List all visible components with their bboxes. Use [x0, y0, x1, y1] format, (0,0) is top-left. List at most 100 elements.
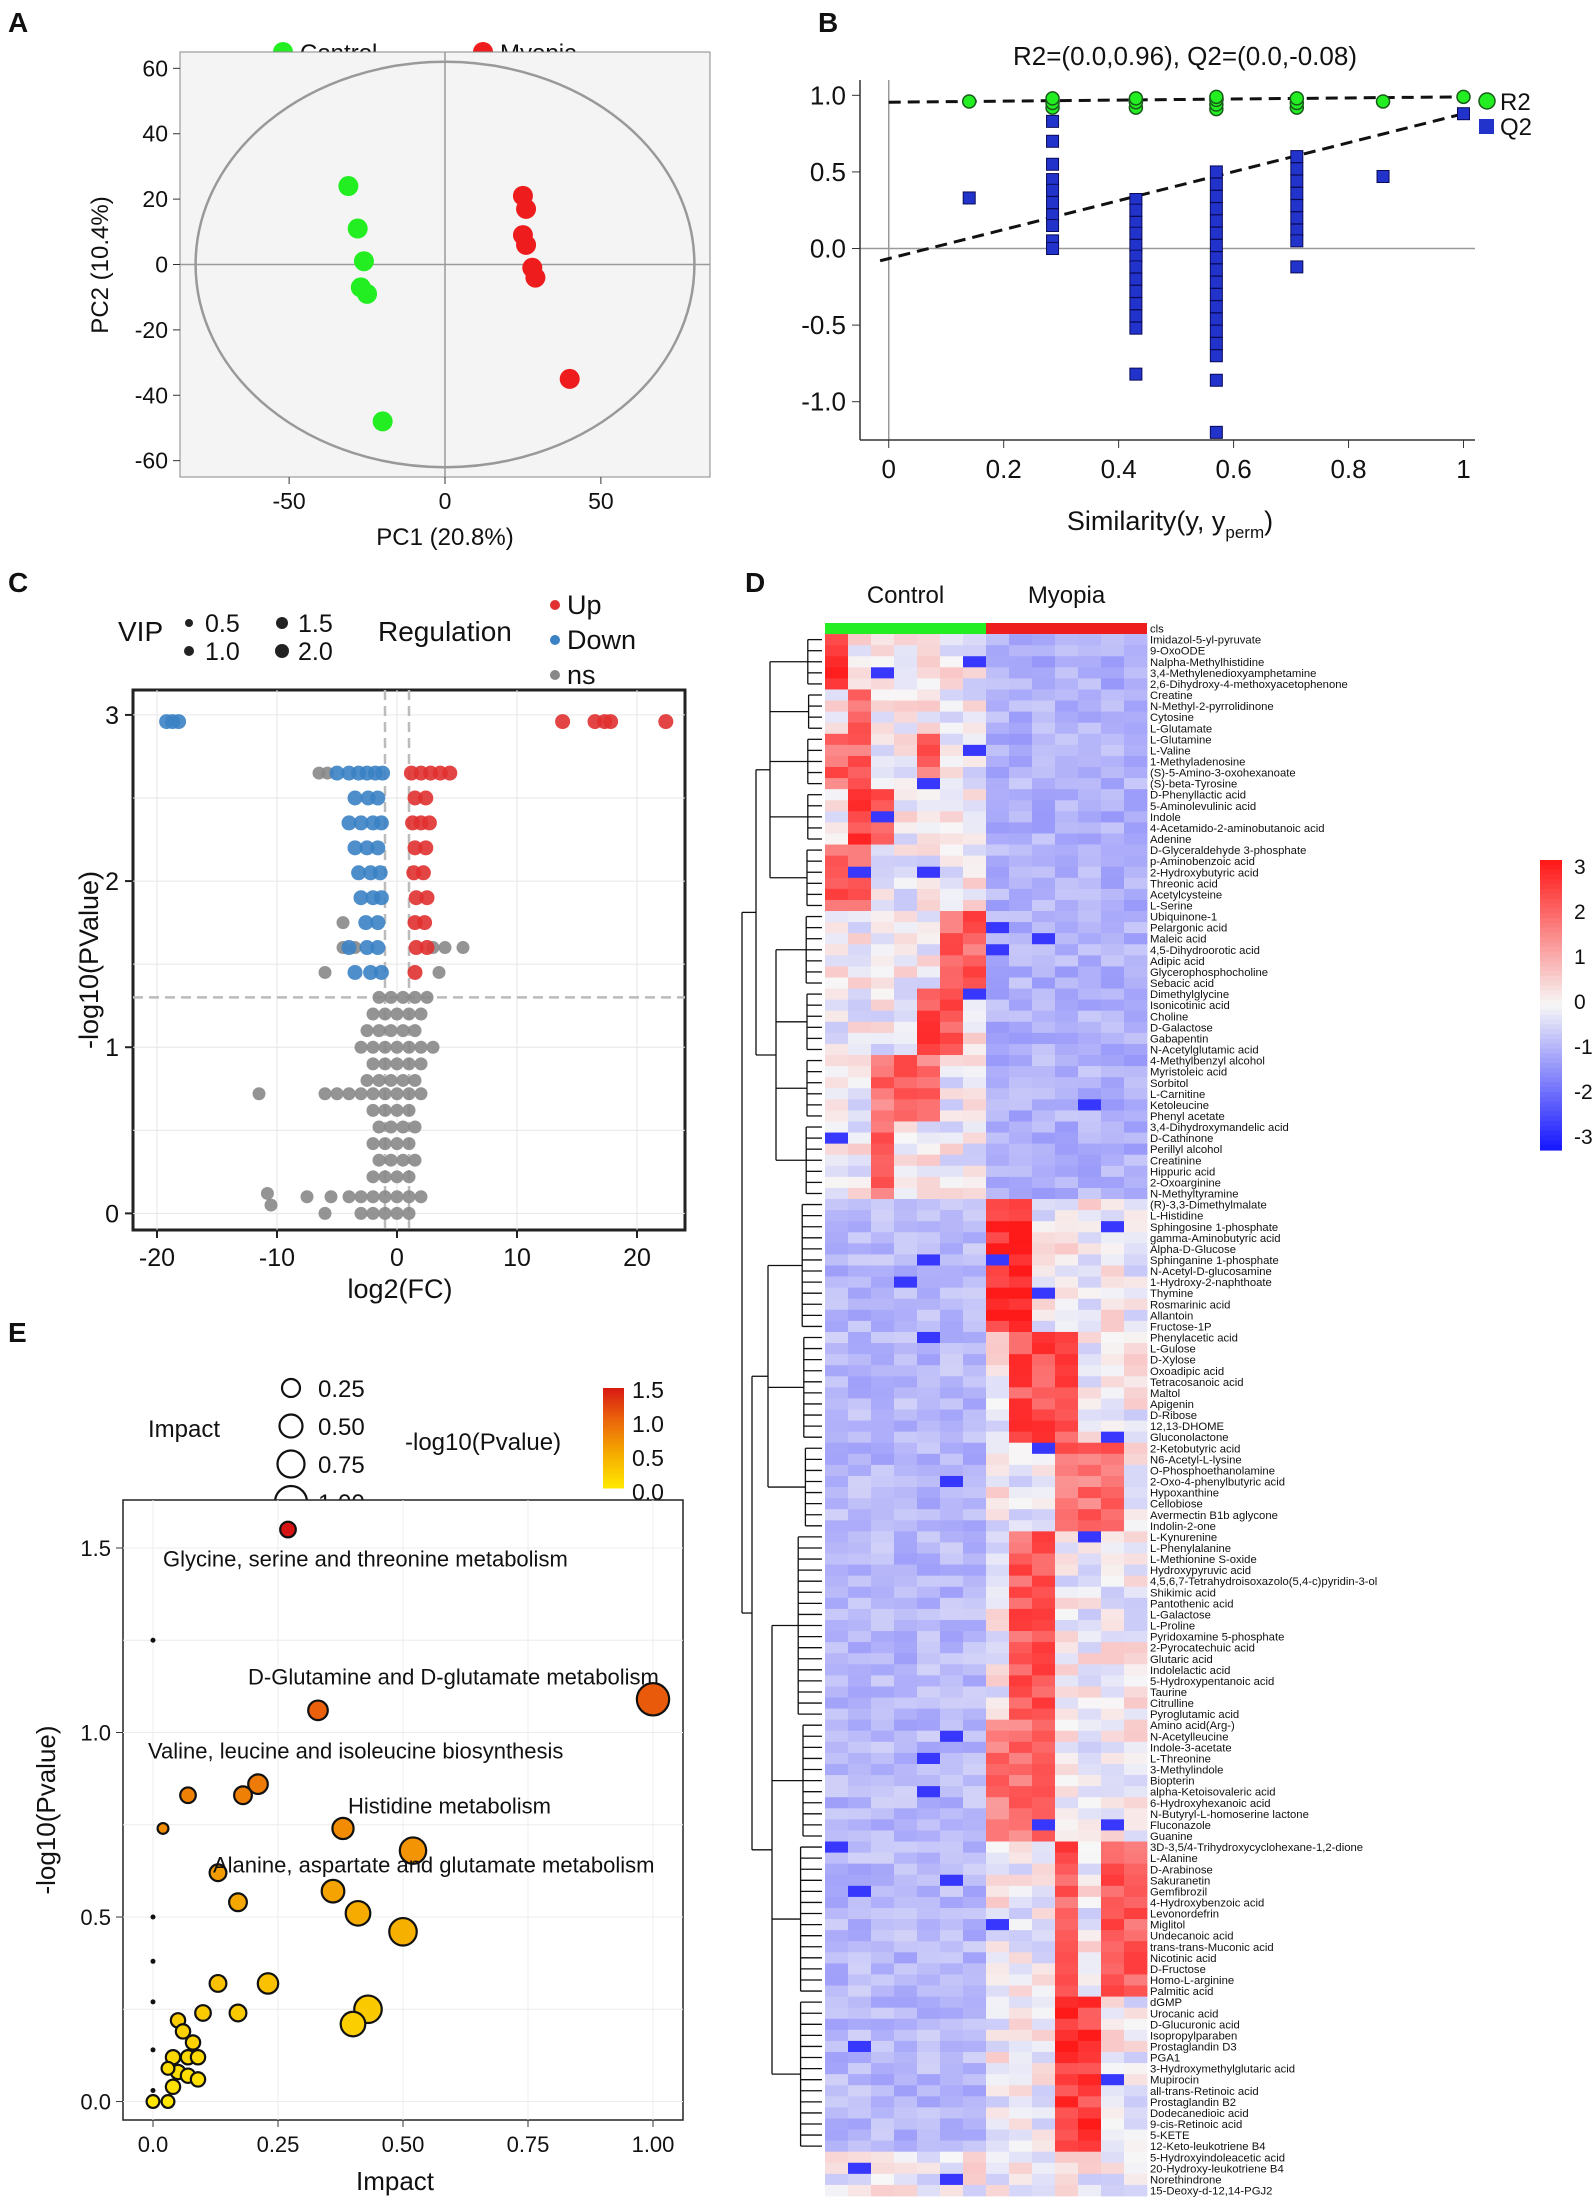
heatmap-cell	[986, 1996, 1010, 2009]
heatmap-cell	[825, 1996, 849, 2009]
pvalue-legend-step	[603, 1425, 624, 1429]
volcano-point-ns	[318, 1206, 332, 1220]
heatmap-cell	[1009, 1730, 1033, 1743]
color-scale-label: 1	[1574, 946, 1586, 969]
heatmap-cell	[1124, 1420, 1148, 1433]
heatmap-cell	[1078, 689, 1102, 701]
heatmap-cell	[848, 1852, 872, 1865]
heatmap-row-label: 12,13-DHOME	[1150, 1421, 1225, 1433]
permutation-x-label: Similarity(y, yperm)	[1067, 506, 1273, 542]
heatmap-cell	[1009, 1143, 1033, 1156]
heatmap-cell	[1124, 1775, 1148, 1787]
heatmap-cell	[894, 1608, 918, 1621]
heatmap-cell	[986, 1331, 1010, 1344]
heatmap-cell	[1124, 2107, 1148, 2119]
heatmap-cell	[871, 755, 895, 768]
heatmap-cell	[1078, 1243, 1102, 1255]
heatmap-cell	[940, 1498, 964, 1510]
heatmap-cell	[1032, 1520, 1056, 1532]
heatmap-cell	[1078, 1442, 1102, 1455]
pathway-point	[145, 2094, 161, 2110]
heatmap-cell	[1101, 988, 1125, 1001]
heatmap-cell	[1009, 1930, 1033, 1942]
heatmap-cell	[986, 1431, 1010, 1444]
heatmap-cell	[848, 1387, 872, 1399]
heatmap-cell	[894, 822, 918, 834]
color-scale-step	[1540, 860, 1562, 866]
heatmap-cell	[963, 1376, 987, 1388]
heatmap-cell	[1009, 1631, 1033, 1643]
heatmap-row-label: Guanine	[1150, 1831, 1193, 1843]
heatmap-cell	[848, 933, 872, 945]
color-scale-step	[1540, 951, 1562, 958]
color-scale-step	[1540, 1024, 1562, 1030]
heatmap-cell	[1032, 722, 1056, 735]
heatmap-cell	[848, 2107, 872, 2119]
heatmap-cell	[917, 1697, 941, 1709]
heatmap-cell	[917, 1431, 941, 1444]
heatmap-cell	[940, 1032, 964, 1045]
heatmap-cell	[825, 944, 849, 956]
heatmap-cell	[986, 1642, 1010, 1654]
heatmap-cell	[825, 2051, 849, 2064]
heatmap-cell	[986, 966, 1010, 978]
heatmap-cell	[1055, 1542, 1079, 1554]
heatmap-cell	[1124, 678, 1148, 690]
heatmap-cell	[986, 700, 1010, 713]
heatmap-cell	[825, 2018, 849, 2031]
heatmap-cell	[1101, 2007, 1125, 2020]
heatmap-cell	[940, 1642, 964, 1654]
heatmap-cell	[1032, 656, 1056, 668]
color-scale-step	[1540, 1005, 1562, 1011]
q2-point	[1046, 196, 1060, 210]
heatmap-cell	[1101, 2018, 1125, 2031]
color-scale-step	[1540, 1067, 1562, 1074]
heatmap-cell	[1055, 1343, 1079, 1355]
q2-point	[1209, 300, 1223, 314]
heatmap-row-label: Apigenin	[1150, 1399, 1194, 1411]
volcano-x-tick-label: 10	[503, 1244, 531, 1272]
heatmap-cell	[848, 1653, 872, 1665]
heatmap-cell	[1101, 1099, 1125, 1111]
heatmap-cell	[1078, 1631, 1102, 1643]
heatmap-cell	[1101, 1542, 1125, 1554]
panel-label-a: A	[8, 7, 28, 38]
pvalue-legend-label: 1.0	[632, 1411, 664, 1437]
impact-legend-label: 0.50	[318, 1414, 365, 1441]
heatmap-cell	[1032, 866, 1056, 879]
volcano-point-down	[370, 940, 386, 956]
heatmap-cell	[825, 667, 849, 679]
volcano-point-ns	[414, 1087, 428, 1101]
heatmap-cell	[894, 1431, 918, 1444]
heatmap-cell	[940, 1741, 964, 1754]
heatmap-cell	[871, 1608, 895, 1621]
heatmap-cell	[1101, 1686, 1125, 1698]
heatmap-cell	[1078, 1963, 1102, 1975]
heatmap-row-label: D-Arabinose	[1150, 1864, 1213, 1876]
heatmap-cell	[1032, 689, 1056, 701]
heatmap-cell	[894, 1354, 918, 1366]
heatmap-cell	[1032, 1797, 1056, 1809]
heatmap-cell	[894, 634, 918, 646]
heatmap-cell	[848, 999, 872, 1012]
heatmap-cell	[917, 1021, 941, 1034]
heatmap-cell	[1101, 1985, 1125, 1998]
heatmap-cell	[940, 1775, 964, 1787]
heatmap-cell	[1124, 778, 1148, 790]
heatmap-cell	[940, 1077, 964, 1089]
heatmap-cell	[963, 1176, 987, 1189]
heatmap-cell	[825, 2184, 849, 2197]
volcano-point-ns	[330, 1087, 344, 1101]
volcano-point-ns	[372, 1153, 386, 1167]
heatmap-row-label: L-Glutamate	[1150, 723, 1212, 735]
heatmap-cell	[917, 1475, 941, 1488]
heatmap-cell	[986, 1055, 1010, 1067]
heatmap-cell	[1078, 2007, 1102, 2020]
heatmap-cell	[871, 1930, 895, 1942]
heatmap-cell	[1101, 1475, 1125, 1488]
heatmap-cell	[1101, 1763, 1125, 1776]
heatmap-cell	[871, 1276, 895, 1289]
heatmap-cell	[917, 733, 941, 746]
heatmap-cell	[940, 1276, 964, 1289]
heatmap-cell	[1055, 1010, 1079, 1023]
